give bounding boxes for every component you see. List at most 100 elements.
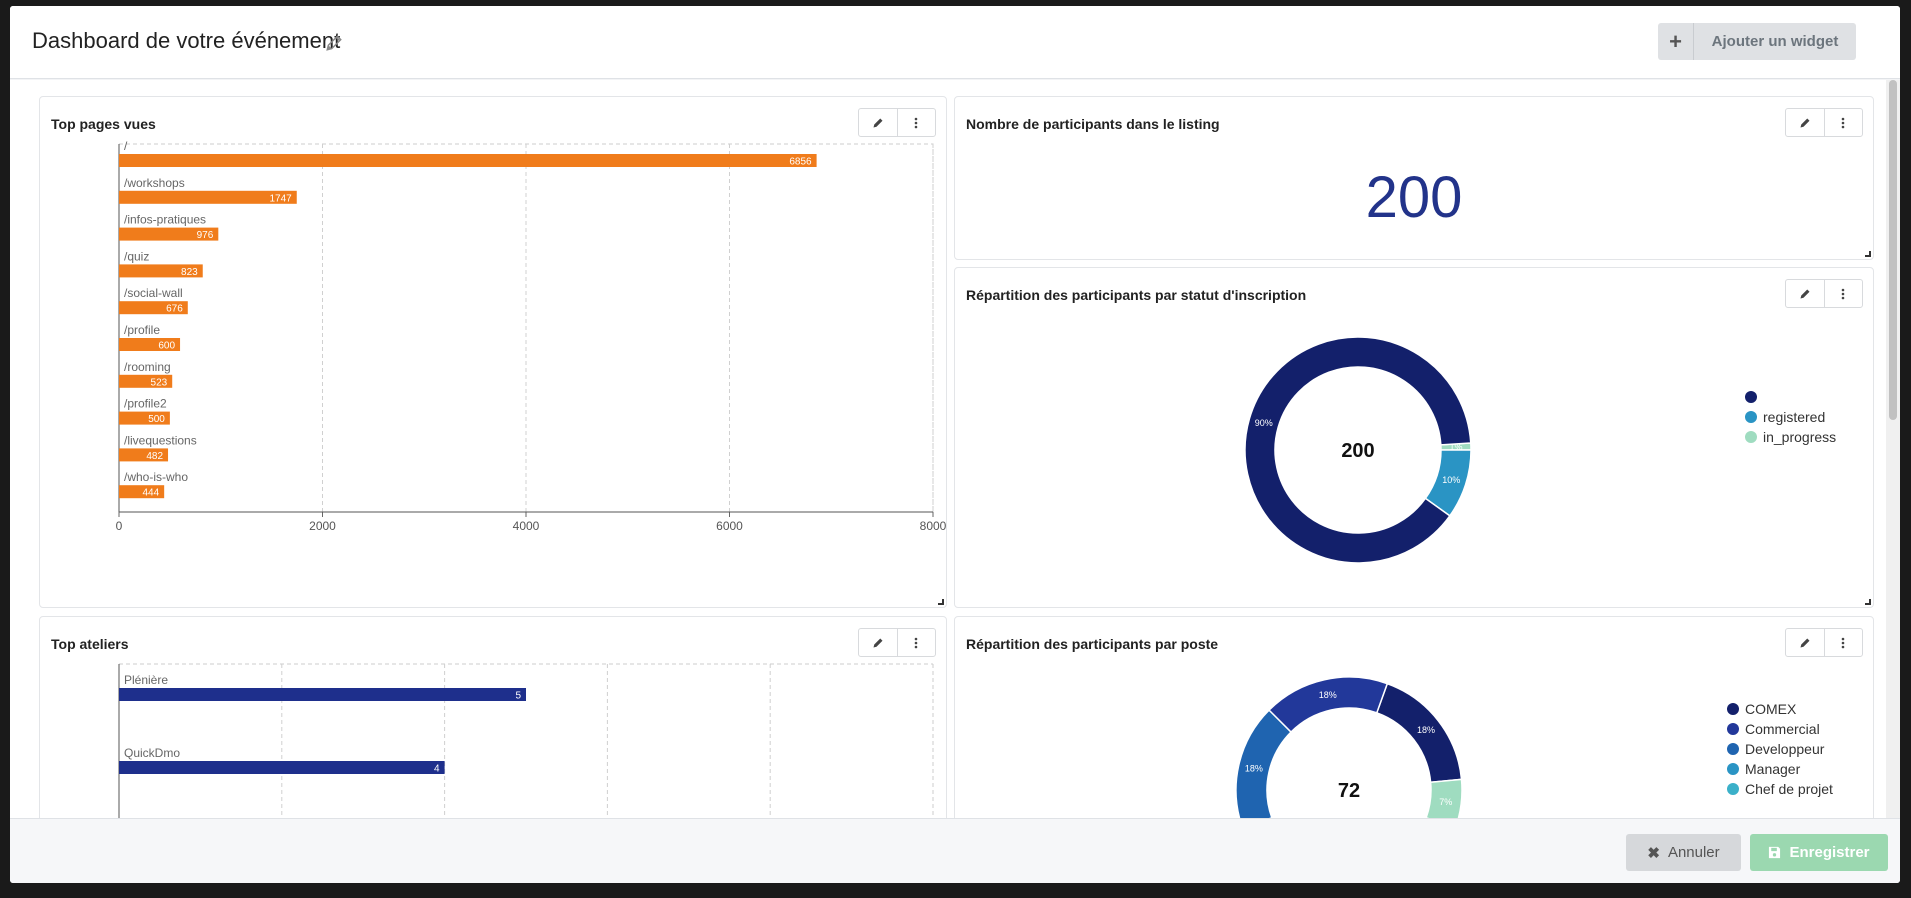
- kebab-icon: [1841, 288, 1845, 299]
- data-label: 676: [166, 304, 183, 315]
- widget-toolbar: [1785, 628, 1863, 657]
- category-label: /workshops: [124, 176, 185, 190]
- slice-label: 18%: [1245, 764, 1263, 774]
- widget-menu-button[interactable]: [1823, 629, 1863, 656]
- legend-swatch: [1727, 743, 1739, 755]
- pencil-icon: [873, 638, 883, 647]
- close-icon: ✖: [1647, 844, 1660, 862]
- bar: [119, 411, 170, 425]
- vertical-scrollbar[interactable]: [1886, 80, 1900, 818]
- resize-handle[interactable]: [1865, 251, 1871, 257]
- page-title: Dashboard de votre événement: [32, 28, 341, 53]
- slice-label: 1%: [1449, 442, 1462, 452]
- legend-item[interactable]: in_progress: [1745, 427, 1836, 447]
- widget-participants-count: Nombre de participants dans le listing 2…: [954, 96, 1874, 260]
- bar: [119, 154, 817, 167]
- widget-title: Nombre de participants dans le listing: [966, 116, 1220, 132]
- widget-status-split: Répartition des participants par statut …: [954, 267, 1874, 608]
- category-label: /who-is-who: [124, 470, 188, 484]
- widget-toolbar: [1785, 108, 1863, 137]
- widget-toolbar: [858, 628, 936, 657]
- legend-label: registered: [1763, 409, 1826, 425]
- category-label: /social-wall: [124, 286, 183, 300]
- donut-slice: [1268, 676, 1389, 734]
- legend-swatch: [1745, 411, 1757, 423]
- chart-legend: COMEX Commercial Developpeur Manager Chef de…: [1727, 699, 1833, 799]
- slice-label: 90%: [1255, 418, 1273, 428]
- widget-menu-button[interactable]: [1823, 109, 1863, 136]
- widget-menu-button[interactable]: [1823, 280, 1863, 307]
- kebab-icon: [914, 117, 918, 128]
- widget-top-workshops: Top ateliers Plénière 5 QuickDmo 4: [39, 616, 947, 818]
- donut-slice: [1425, 778, 1463, 818]
- add-widget-label: Ajouter un widget: [1711, 33, 1839, 50]
- save-button[interactable]: Enregistrer: [1750, 834, 1888, 871]
- widget-menu-button[interactable]: [896, 629, 936, 656]
- widget-toolbar: [1785, 279, 1863, 308]
- donut-slice: [1244, 336, 1472, 564]
- floppy-icon: [1769, 846, 1781, 859]
- widget-toolbar: [858, 108, 936, 137]
- x-tick-label: 0: [116, 519, 123, 533]
- category-label: /infos-pratiques: [124, 213, 206, 227]
- data-label: 482: [146, 451, 163, 462]
- bar: [119, 227, 219, 241]
- widget-title: Top pages vues: [51, 116, 156, 132]
- bar: [119, 190, 297, 204]
- pencil-icon[interactable]: [325, 34, 343, 52]
- top-workshops-chart: Plénière 5 QuickDmo 4: [118, 663, 934, 818]
- data-label: 444: [142, 488, 159, 499]
- legend-item[interactable]: Manager: [1727, 759, 1833, 779]
- legend-swatch: [1745, 431, 1757, 443]
- plus-icon: +: [1658, 23, 1694, 60]
- bar: [119, 264, 203, 278]
- widget-title: Répartition des participants par statut …: [966, 287, 1307, 303]
- donut-center-label: 72: [1338, 780, 1360, 802]
- category-label: /rooming: [124, 360, 171, 374]
- legend-swatch: [1727, 783, 1739, 795]
- slice-label: 18%: [1417, 725, 1435, 735]
- position-donut-chart: 18% 7% 18% 18% 72: [1235, 676, 1463, 818]
- legend-item[interactable]: Developpeur: [1727, 739, 1833, 759]
- data-label: 976: [197, 230, 214, 241]
- x-tick-label: 4000: [513, 519, 540, 533]
- legend-item[interactable]: [1745, 387, 1836, 407]
- widget-menu-button[interactable]: [896, 109, 936, 136]
- dashboard-grid: Top pages vues 0 2000 4000 6000 8000 / 6856/wo…: [10, 80, 1900, 818]
- bar: [119, 761, 445, 774]
- legend-item[interactable]: COMEX: [1727, 699, 1833, 719]
- legend-swatch: [1727, 703, 1739, 715]
- legend-item[interactable]: Chef de projet: [1727, 779, 1833, 799]
- bar: [119, 338, 181, 351]
- pencil-icon: [873, 118, 883, 127]
- save-label: Enregistrer: [1789, 844, 1870, 861]
- category-label: /profile: [124, 323, 160, 337]
- resize-handle[interactable]: [1865, 599, 1871, 605]
- edit-widget-button[interactable]: [859, 629, 897, 656]
- add-widget-button[interactable]: + Ajouter un widget: [1658, 23, 1856, 60]
- pencil-icon: [1800, 638, 1810, 647]
- category-label: /: [124, 139, 128, 153]
- data-label: 1747: [270, 193, 293, 204]
- legend-item[interactable]: registered: [1745, 407, 1836, 427]
- dashboard-modal: Dashboard de votre événement + Ajouter u…: [10, 6, 1900, 883]
- edit-widget-button[interactable]: [1786, 280, 1824, 307]
- legend-item[interactable]: Commercial: [1727, 719, 1833, 739]
- legend-swatch: [1745, 391, 1757, 403]
- slice-label: 7%: [1439, 797, 1452, 807]
- edit-widget-button[interactable]: [1786, 109, 1824, 136]
- donut-center-label: 200: [1341, 440, 1374, 462]
- x-tick-label: 6000: [716, 519, 743, 533]
- legend-swatch: [1727, 763, 1739, 775]
- cancel-button[interactable]: ✖ Annuler: [1626, 834, 1741, 871]
- bar: [119, 301, 188, 315]
- edit-widget-button[interactable]: [859, 109, 897, 136]
- legend-label: Developpeur: [1745, 741, 1825, 757]
- category-label: /quiz: [124, 249, 149, 263]
- scrollbar-thumb[interactable]: [1889, 80, 1897, 420]
- edit-widget-button[interactable]: [1786, 629, 1824, 656]
- top-pages-chart: 0 2000 4000 6000 8000 / 6856/workshops 1747/inf…: [116, 139, 946, 533]
- slice-label: 10%: [1442, 475, 1460, 485]
- data-label: 523: [151, 377, 168, 388]
- resize-handle[interactable]: [938, 599, 944, 605]
